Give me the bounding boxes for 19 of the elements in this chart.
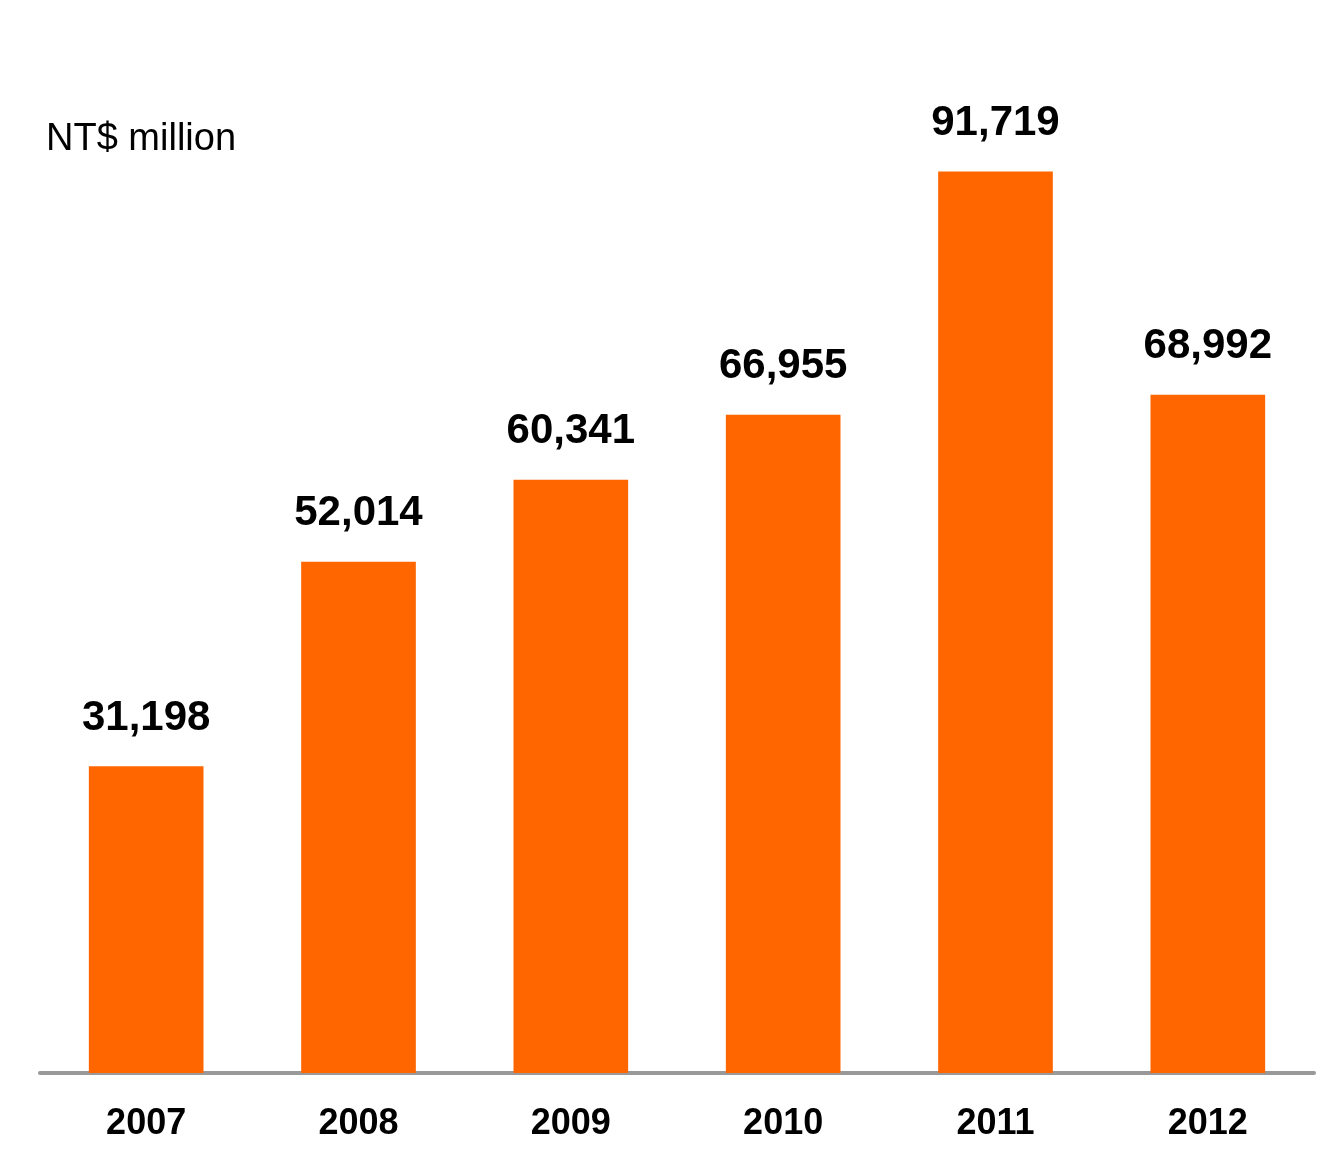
data-label: 68,992 xyxy=(1143,320,1273,368)
bar xyxy=(513,479,629,1073)
data-label: 91,719 xyxy=(931,96,1060,144)
data-label: 31,198 xyxy=(81,691,211,739)
bar xyxy=(1150,394,1266,1073)
data-label: 66,955 xyxy=(718,340,848,388)
x-tick-label: 2010 xyxy=(743,1100,824,1142)
x-tick-label: 2011 xyxy=(956,1100,1035,1142)
bar xyxy=(725,414,841,1073)
data-label: 52,014 xyxy=(294,487,424,535)
bar xyxy=(88,766,204,1073)
bar xyxy=(938,171,1053,1073)
y-axis-title: NT$ million xyxy=(46,116,237,158)
x-tick-label: 2009 xyxy=(530,1100,611,1142)
bar xyxy=(301,561,416,1073)
x-tick-label: 2012 xyxy=(1167,1100,1248,1142)
x-tick-label: 2008 xyxy=(318,1100,399,1142)
x-tick-label: 2007 xyxy=(106,1100,187,1142)
data-label: 60,341 xyxy=(506,405,636,453)
